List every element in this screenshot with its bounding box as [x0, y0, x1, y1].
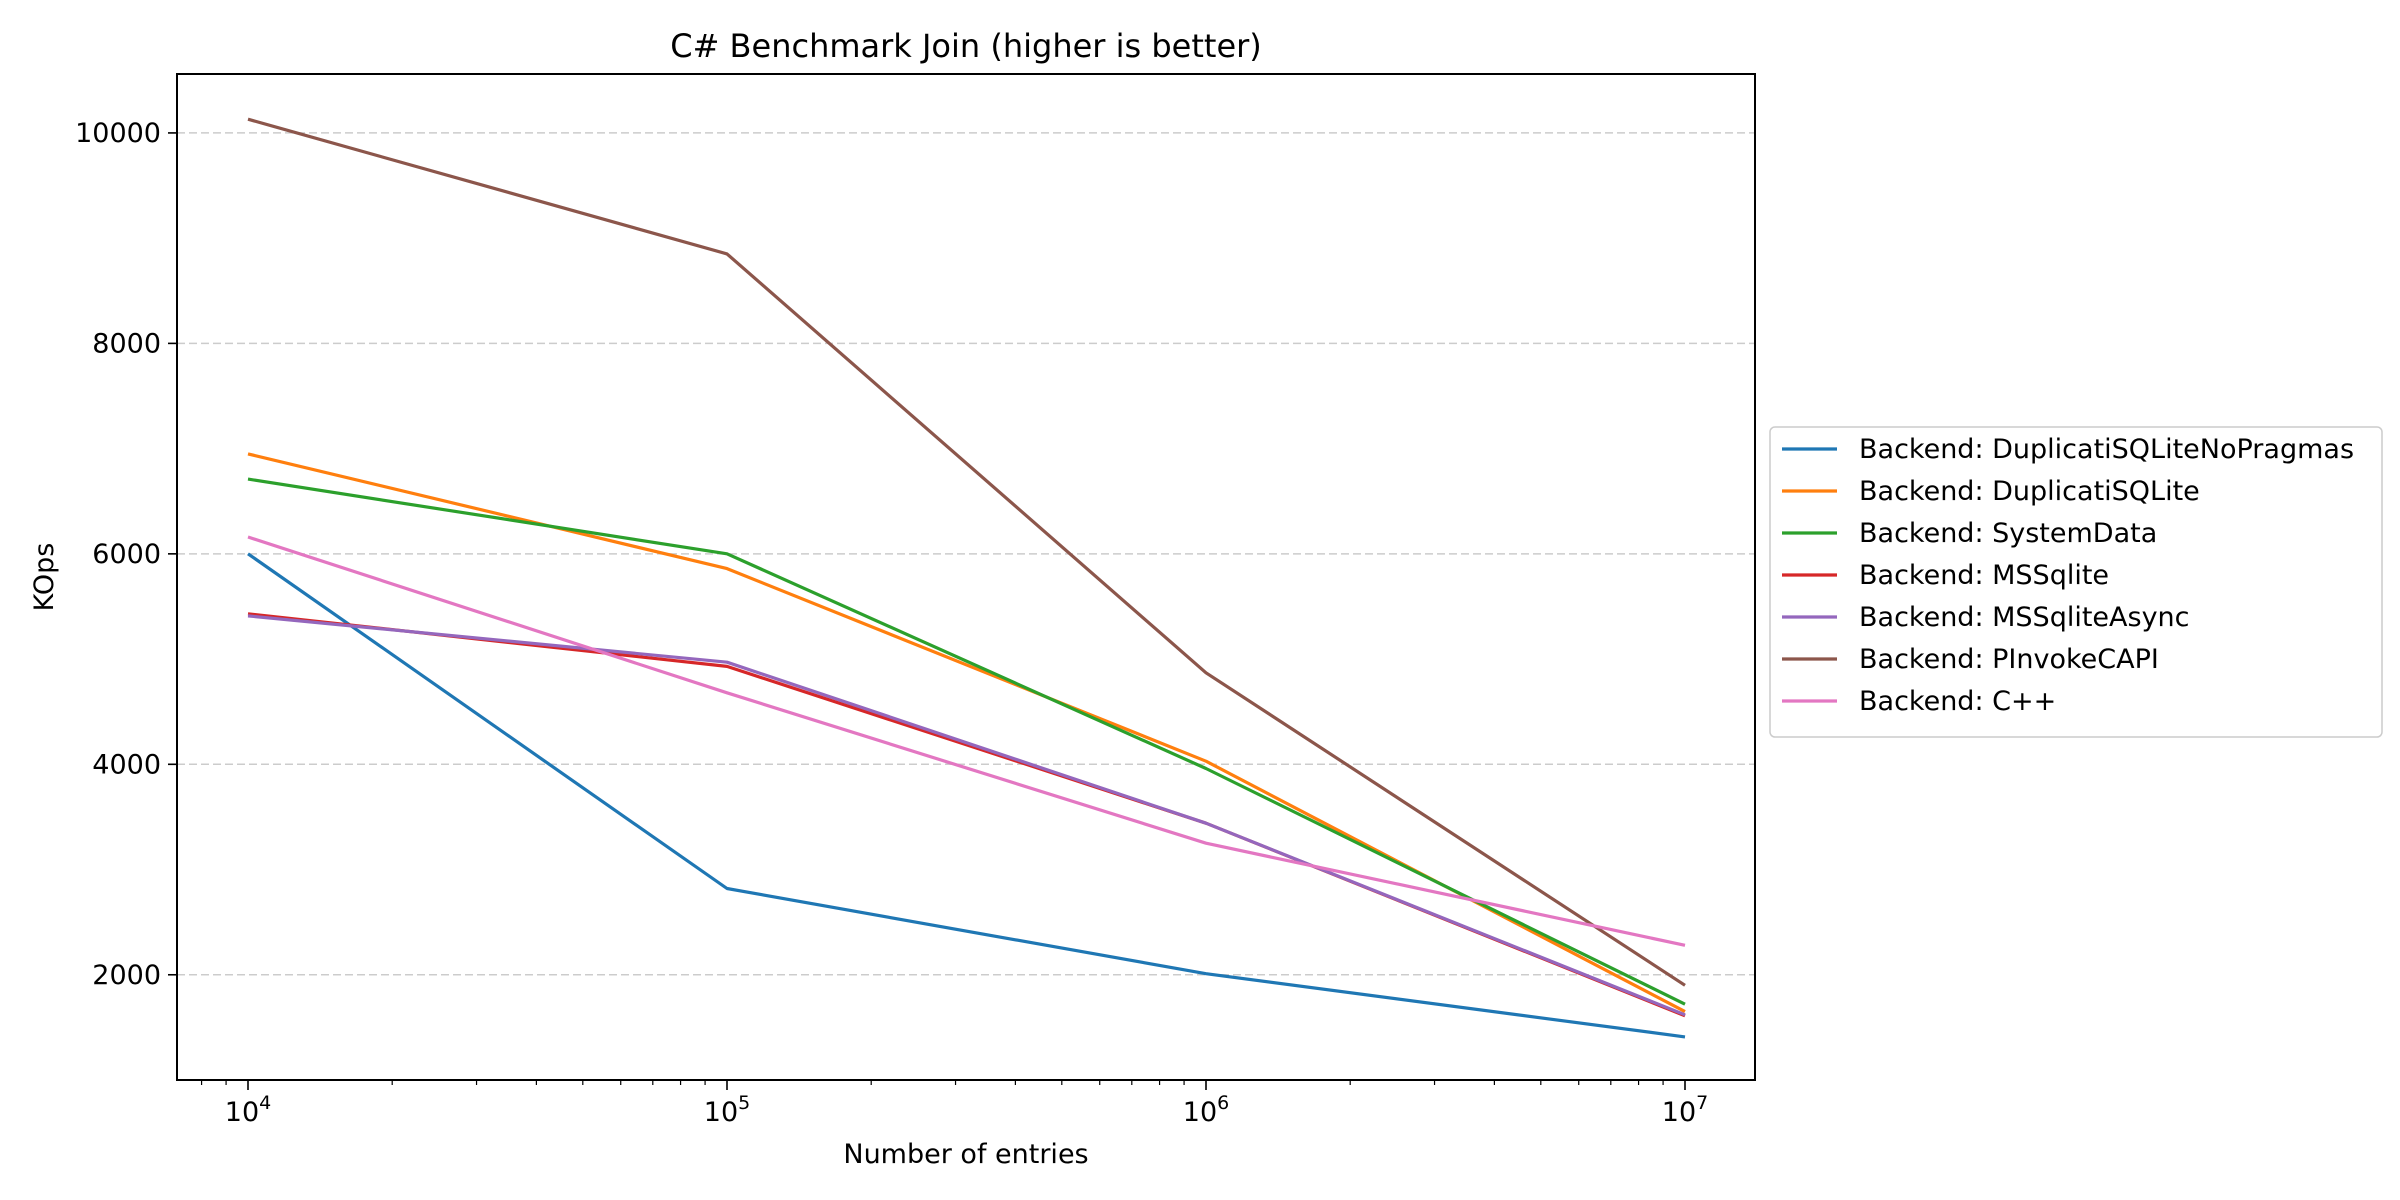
legend-entry-1: Backend: DuplicatiSQLite: [1859, 476, 2200, 507]
legend-entry-6: Backend: C++: [1859, 686, 2056, 717]
y-axis-label: KOps: [29, 543, 60, 612]
gridlines: [177, 132, 1755, 976]
series-line-6: [247, 535, 1686, 947]
series-line-3: [247, 612, 1686, 1018]
y-tick-label: 6000: [92, 539, 161, 570]
y-tick-label: 4000: [92, 749, 161, 780]
y-tick-label: 10000: [75, 118, 161, 149]
y-tick-label: 2000: [92, 960, 161, 991]
x-tick-label: 105: [704, 1092, 750, 1128]
x-axis-ticks: 104 105 106 107: [200, 1080, 1708, 1128]
y-axis-ticks: 2000 4000 6000 8000 10000: [75, 118, 177, 991]
legend: Backend: DuplicatiSQLiteNoPragmas Backend…: [1769, 426, 2383, 738]
series-line-5: [247, 117, 1686, 987]
legend-box: [1769, 426, 2383, 738]
series-line-0: [247, 552, 1686, 1039]
series-lines: [247, 117, 1686, 1039]
x-tick-label: 104: [225, 1092, 271, 1128]
series-line-4: [247, 614, 1686, 1017]
x-axis-label: Number of entries: [843, 1139, 1088, 1170]
x-tick-label: 107: [1662, 1092, 1708, 1128]
legend-entry-3: Backend: MSSqlite: [1859, 560, 2109, 591]
legend-entry-0: Backend: DuplicatiSQLiteNoPragmas: [1859, 434, 2354, 465]
plot-area-frame: [176, 73, 1756, 1081]
y-tick-label: 8000: [92, 328, 161, 359]
chart-title: C# Benchmark Join (higher is better): [670, 27, 1262, 65]
legend-entry-4: Backend: MSSqliteAsync: [1859, 602, 2190, 633]
legend-entry-5: Backend: PInvokeCAPI: [1859, 644, 2159, 675]
legend-entry-2: Backend: SystemData: [1859, 518, 2157, 549]
x-tick-label: 106: [1183, 1092, 1229, 1128]
series-line-2: [247, 477, 1686, 1006]
